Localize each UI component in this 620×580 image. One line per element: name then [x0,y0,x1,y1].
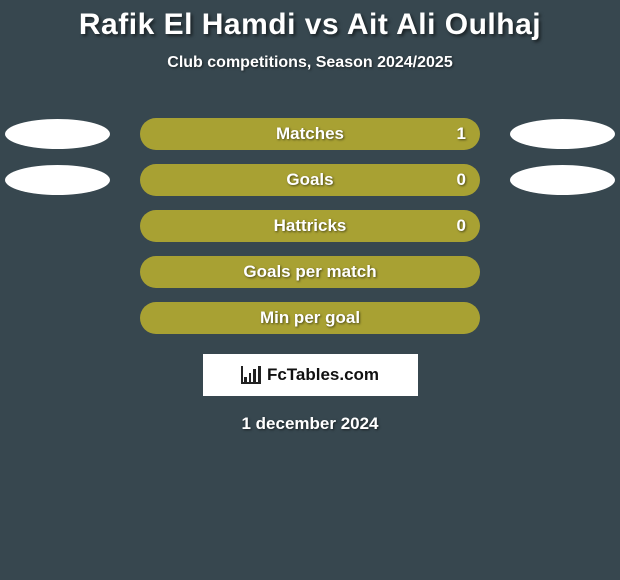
stat-row: Min per goal [0,302,620,334]
comparison-infographic: Rafik El Hamdi vs Ait Ali Oulhaj Club co… [0,0,620,580]
stat-value: 0 [457,216,466,236]
stat-bar: Matches1 [140,118,480,150]
stat-row: Hattricks0 [0,210,620,242]
subtitle: Club competitions, Season 2024/2025 [0,54,620,72]
page-title: Rafik El Hamdi vs Ait Ali Oulhaj [0,0,620,42]
stat-label: Matches [140,124,480,144]
bar-chart-icon [241,366,261,384]
date-label: 1 december 2024 [0,414,620,434]
right-ellipse [510,165,615,195]
stat-row: Goals per match [0,256,620,288]
stat-label: Hattricks [140,216,480,236]
stat-row: Goals0 [0,164,620,196]
stat-bar: Goals per match [140,256,480,288]
logo-box: FcTables.com [203,354,418,396]
stat-value: 1 [457,124,466,144]
stat-label: Goals [140,170,480,190]
right-ellipse [510,119,615,149]
stat-bar: Min per goal [140,302,480,334]
stat-bar: Hattricks0 [140,210,480,242]
left-ellipse [5,119,110,149]
stat-bar: Goals0 [140,164,480,196]
stat-row: Matches1 [0,118,620,150]
stat-label: Goals per match [140,262,480,282]
stat-rows: Matches1Goals0Hattricks0Goals per matchM… [0,118,620,334]
stat-label: Min per goal [140,308,480,328]
logo-text: FcTables.com [267,365,379,385]
left-ellipse [5,165,110,195]
stat-value: 0 [457,170,466,190]
